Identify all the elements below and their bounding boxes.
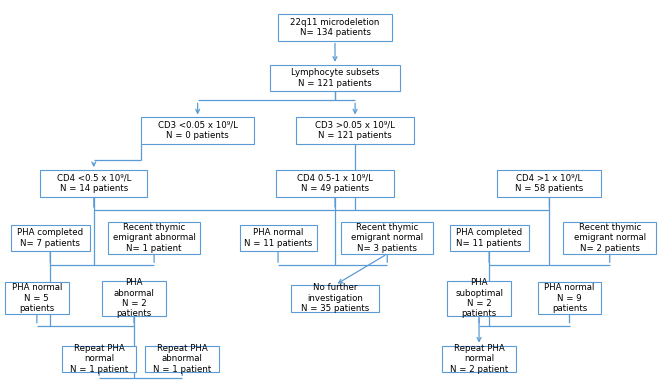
- FancyBboxPatch shape: [276, 170, 393, 197]
- FancyBboxPatch shape: [62, 346, 136, 372]
- FancyBboxPatch shape: [5, 282, 69, 314]
- FancyBboxPatch shape: [341, 222, 433, 254]
- Text: PHA
abnormal
N = 2
patients: PHA abnormal N = 2 patients: [113, 278, 155, 319]
- Text: PHA completed
N= 7 patients: PHA completed N= 7 patients: [17, 228, 83, 248]
- Text: CD4 >1 x 10⁹/L
N = 58 patients: CD4 >1 x 10⁹/L N = 58 patients: [515, 174, 584, 193]
- Text: PHA normal
N = 11 patients: PHA normal N = 11 patients: [244, 228, 312, 248]
- FancyBboxPatch shape: [497, 170, 601, 197]
- FancyBboxPatch shape: [141, 117, 254, 144]
- Text: Repeat PHA
abnormal
N = 1 patient: Repeat PHA abnormal N = 1 patient: [153, 344, 211, 374]
- Text: PHA normal
N = 5
patients: PHA normal N = 5 patients: [11, 284, 62, 313]
- FancyBboxPatch shape: [11, 225, 90, 250]
- Text: PHA
suboptimal
N = 2
patients: PHA suboptimal N = 2 patients: [455, 278, 503, 319]
- Text: PHA normal
N = 9
patients: PHA normal N = 9 patients: [544, 284, 595, 313]
- Text: CD3 >0.05 x 10⁹/L
N = 121 patients: CD3 >0.05 x 10⁹/L N = 121 patients: [315, 121, 395, 140]
- FancyBboxPatch shape: [297, 117, 413, 144]
- Text: Lymphocyte subsets
N = 121 patients: Lymphocyte subsets N = 121 patients: [291, 68, 379, 88]
- Text: CD4 <0.5 x 10⁹/L
N = 14 patients: CD4 <0.5 x 10⁹/L N = 14 patients: [56, 174, 131, 193]
- FancyBboxPatch shape: [103, 281, 166, 316]
- FancyBboxPatch shape: [442, 346, 516, 372]
- FancyBboxPatch shape: [145, 346, 219, 372]
- Text: No further
investigation
N = 35 patients: No further investigation N = 35 patients: [301, 284, 369, 313]
- FancyBboxPatch shape: [278, 14, 392, 41]
- FancyBboxPatch shape: [563, 222, 656, 254]
- Text: 22q11 microdeletion
N= 134 patients: 22q11 microdeletion N= 134 patients: [290, 18, 380, 37]
- Text: Repeat PHA
normal
N = 1 patient: Repeat PHA normal N = 1 patient: [70, 344, 128, 374]
- FancyBboxPatch shape: [40, 170, 147, 197]
- Text: CD4 0.5-1 x 10⁹/L
N = 49 patients: CD4 0.5-1 x 10⁹/L N = 49 patients: [297, 174, 373, 193]
- FancyBboxPatch shape: [108, 222, 200, 254]
- FancyBboxPatch shape: [537, 282, 601, 314]
- Text: Recent thymic
emigrant normal
N= 3 patients: Recent thymic emigrant normal N= 3 patie…: [351, 223, 423, 253]
- Text: Recent thymic
emigrant normal
N= 2 patients: Recent thymic emigrant normal N= 2 patie…: [574, 223, 646, 253]
- FancyBboxPatch shape: [448, 281, 511, 316]
- Text: Recent thymic
emigrant abnormal
N= 1 patient: Recent thymic emigrant abnormal N= 1 pat…: [113, 223, 196, 253]
- FancyBboxPatch shape: [450, 225, 529, 250]
- FancyBboxPatch shape: [240, 225, 316, 250]
- Text: CD3 <0.05 x 10⁹/L
N = 0 patients: CD3 <0.05 x 10⁹/L N = 0 patients: [157, 121, 238, 140]
- FancyBboxPatch shape: [291, 285, 379, 312]
- Text: Repeat PHA
normal
N = 2 patient: Repeat PHA normal N = 2 patient: [450, 344, 508, 374]
- Text: PHA completed
N= 11 patients: PHA completed N= 11 patients: [456, 228, 522, 248]
- FancyBboxPatch shape: [269, 65, 400, 91]
